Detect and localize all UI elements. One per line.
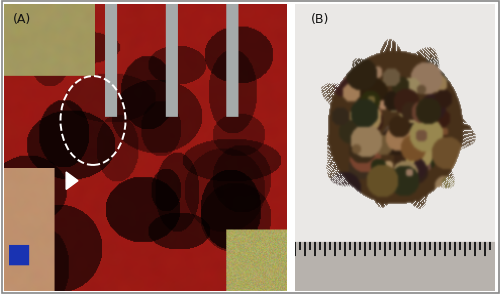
Text: (B): (B) <box>311 13 330 26</box>
Polygon shape <box>66 172 78 189</box>
Text: (A): (A) <box>12 13 30 26</box>
